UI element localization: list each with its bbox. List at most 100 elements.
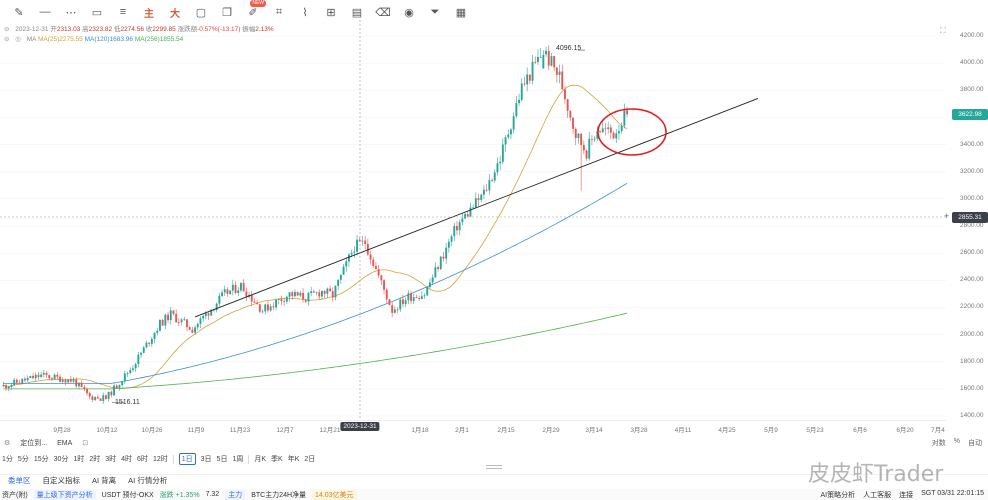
measure-icon[interactable]: ⊞ (326, 6, 336, 19)
interval-button[interactable]: 5日 (216, 456, 228, 463)
candle-body (496, 163, 499, 173)
time-tick: 10月26 (141, 427, 163, 434)
interval-button[interactable]: 30分 (53, 456, 69, 463)
candle-body (445, 247, 448, 259)
candle (574, 127, 577, 146)
interval-button[interactable]: 月K (254, 456, 267, 463)
candle (261, 309, 264, 314)
time-axis[interactable]: 9月28 10月12 10月26 11月9 11月23 12月7 12月21 1月18 2月1 2… (0, 420, 946, 434)
candle (372, 256, 375, 268)
ohlc-legend: ⊖ 2023-12-31 开2313.03 高2323.82 低2274.56 … (4, 25, 274, 45)
calendar-icon[interactable]: ▦ (455, 6, 467, 19)
asset-analysis-chip[interactable]: 量上级下资产分析 (33, 489, 96, 500)
panel-resize-handle[interactable] (486, 465, 502, 469)
support-button[interactable]: 人工客服 (863, 491, 892, 499)
collapse-icon[interactable]: ⊖ (4, 26, 10, 33)
settings-icon[interactable]: ⚙ (4, 440, 11, 447)
clone-icon[interactable]: ❐ (222, 6, 232, 19)
candle-body (26, 378, 29, 381)
status-bar: 资产(附) 量上级下资产分析 USDT 预付-OKX 涨跌 +1.35% 7.3… (0, 489, 988, 500)
eye-icon[interactable]: ◉ (404, 6, 414, 19)
horizontal-line-icon[interactable]: — (39, 6, 51, 18)
asset-label[interactable]: 资产(附) (2, 491, 28, 499)
interval-button[interactable]: 15分 (33, 456, 49, 463)
interval-button[interactable]: 6时 (137, 456, 148, 463)
price-tick: 4200.00 (960, 32, 984, 39)
tab-custom-indicator[interactable]: 自定义指标 (42, 476, 81, 485)
filter-icon[interactable]: ⏷ (430, 5, 440, 18)
crop-icon[interactable]: ⌗ (275, 5, 283, 18)
candle (353, 246, 356, 258)
percent-toggle[interactable]: % (953, 438, 960, 445)
da-icon[interactable]: 大 (170, 8, 180, 20)
auto-toggle[interactable]: 自动 (968, 440, 982, 447)
interval-button[interactable]: 3日 (200, 456, 212, 463)
dotted-line-icon[interactable]: ⋯ (65, 6, 77, 19)
log-toggle[interactable]: 对数 (931, 440, 946, 447)
interval-button[interactable]: 3时 (105, 456, 117, 463)
price-tick: 2600.00 (960, 249, 984, 257)
ma-label: MA (26, 36, 37, 43)
collapse-icon[interactable]: ⊖ (4, 36, 10, 43)
candlestick-chart[interactable] (0, 20, 946, 420)
interval-button[interactable]: 12时 (152, 456, 168, 463)
candle-body (520, 83, 523, 100)
pen-icon[interactable]: ✎ (14, 6, 24, 19)
interval-button[interactable]: 1分 (2, 456, 13, 463)
candle-body (577, 133, 580, 138)
ai-icon[interactable]: ✐ NEW (248, 0, 266, 19)
bottom-tabs: 委单区 自定义指标 AI 背离 AI 行情分析 (0, 474, 988, 486)
candle-body (194, 327, 196, 333)
brush-icon[interactable]: ⌇ (302, 6, 308, 19)
candle (601, 120, 604, 134)
interval-button[interactable]: 1时 (73, 456, 85, 463)
close-value: 2299.85 (152, 26, 176, 33)
locate-button[interactable]: 定位到... (20, 440, 48, 447)
candle-body (229, 290, 232, 294)
ema-button[interactable]: EMA (57, 439, 73, 447)
candle-body (13, 379, 16, 385)
candle (380, 274, 383, 286)
candle-body (42, 372, 45, 375)
eye-icon[interactable]: ◎ (15, 36, 21, 43)
candle (207, 312, 210, 321)
lines-icon[interactable]: ≡ (119, 6, 127, 18)
candle-body (253, 301, 256, 303)
rectangle-icon[interactable]: ▭ (91, 6, 103, 19)
tab-ai-analysis[interactable]: AI 行情分析 (128, 476, 168, 485)
note-icon[interactable]: ▤ (351, 6, 363, 19)
time-tick: 12月7 (276, 427, 294, 434)
interval-button[interactable]: 2日 (304, 456, 316, 463)
trash-icon[interactable]: ⌫ (375, 6, 391, 19)
tab-orders[interactable]: 委单区 (8, 476, 31, 485)
pair-label[interactable]: USDT 预付-OKX (101, 491, 154, 499)
interval-button[interactable]: 年K (287, 456, 300, 463)
candle-body (464, 214, 466, 219)
candle (134, 362, 137, 372)
candle (64, 378, 67, 386)
zhu-icon[interactable]: 主 (144, 8, 154, 20)
ai-strategy-button[interactable]: AI策略分析 (820, 491, 856, 499)
candle (121, 380, 124, 388)
candle (175, 309, 178, 323)
interval-button[interactable]: 5分 (17, 456, 29, 463)
candle-body (315, 292, 318, 294)
interval-button[interactable]: 1周 (232, 456, 244, 463)
candle (304, 299, 307, 304)
interval-button[interactable]: 4时 (121, 456, 133, 463)
candle (137, 351, 140, 368)
candle-body (91, 396, 94, 401)
layout-icon[interactable]: ⊡ (82, 440, 89, 447)
interval-button[interactable]: 1日 (178, 453, 196, 465)
candle-body (391, 305, 394, 313)
time-tick: 3月14 (585, 427, 603, 434)
candle-body (558, 71, 561, 75)
interval-button[interactable]: 季K (271, 456, 283, 463)
tab-ai-divergence[interactable]: AI 背离 (92, 476, 117, 485)
candle (591, 135, 593, 146)
interval-button[interactable]: 2时 (89, 456, 101, 463)
main-force-chip[interactable]: 主力 (225, 489, 246, 500)
candle-body (307, 293, 310, 302)
settings-icon[interactable]: ⛶ (940, 26, 946, 35)
square-icon[interactable]: ▢ (195, 6, 207, 19)
